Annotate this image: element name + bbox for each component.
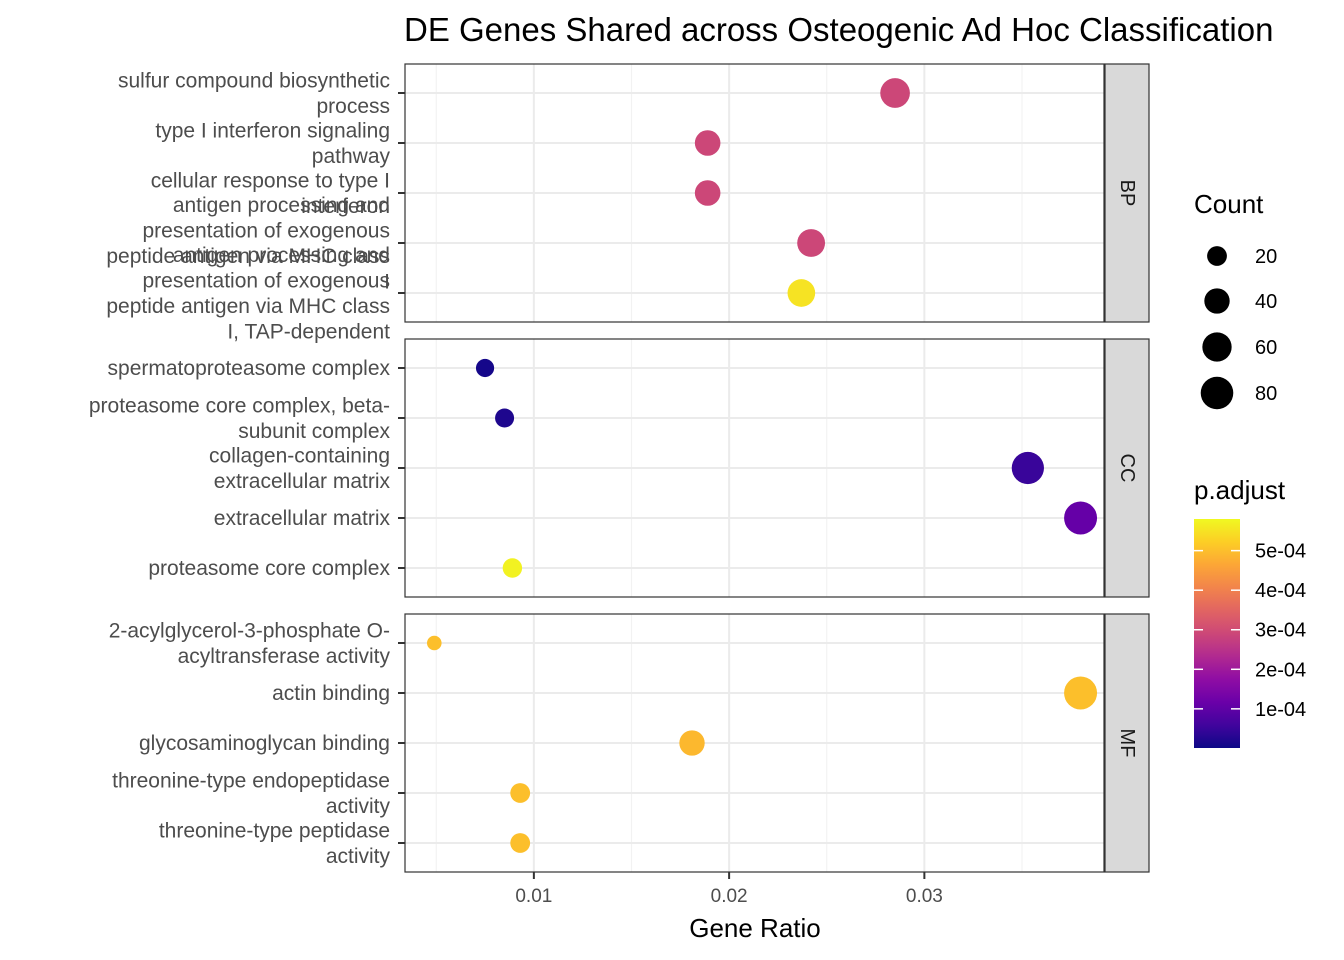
p-adjust-legend-title: p.adjust [1194,475,1286,505]
data-point [1064,676,1098,710]
y-tick-label: collagen-containing extracellular matrix [209,444,390,493]
x-tick-label: 0.02 [711,886,748,907]
facet-panels: BP sulfur compound biosynthetic processtyp… [89,63,1150,873]
facet-strip-label: BP [1116,180,1138,207]
y-tick-label: proteasome core complex, beta-subunit co… [89,394,391,443]
y-tick-label: threonine-type peptidase activity [159,819,391,868]
facet-panel-cc: CC spermatoproteasome complex proteasome c… [89,338,1150,598]
count-legend-label: 80 [1255,383,1277,405]
y-tick-label: actin binding [272,682,390,705]
chart-title: DE Genes Shared across Osteogenic Ad Hoc… [404,11,1273,48]
count-legend-label: 20 [1255,246,1277,268]
x-tick-label: 0.01 [515,886,552,907]
y-tick-label: spermatoproteasome complex [108,357,391,380]
data-point [694,130,721,156]
colorbar-label: 1e-04 [1255,699,1306,721]
facet-panel-mf: MF 2-acylglycerol-3-phosphate O-acyltrans… [109,613,1150,873]
count-legend-label: 60 [1255,337,1277,359]
data-point [510,833,531,853]
y-tick-label: sulfur compound biosynthetic process [118,69,390,118]
count-legend-key [1204,288,1230,314]
colorbar-label: 2e-04 [1255,659,1306,681]
facet-strip [1104,63,1150,323]
facet-strip-label: MF [1116,729,1138,758]
data-point [1011,451,1044,485]
data-point [502,558,523,578]
count-legend: Count 20 40 60 80 [1194,189,1277,410]
count-legend-label: 40 [1255,291,1277,313]
data-point [880,78,910,108]
y-tick-label: proteasome core complex [148,557,390,580]
p-adjust-colorbar [1194,519,1240,748]
data-point [510,783,531,803]
data-point [787,279,816,307]
count-legend-key [1207,246,1227,266]
count-legend-key [1202,332,1232,362]
data-point [797,229,826,257]
data-point [475,358,495,378]
count-legend-title: Count [1194,189,1264,219]
x-tick-label: 0.03 [906,886,943,907]
count-legend-key [1200,376,1234,410]
facet-strip-label: CC [1116,454,1138,483]
x-axis-title: Gene Ratio [689,913,821,943]
x-axis: 0.01 0.02 0.03 [515,872,943,907]
p-adjust-legend: p.adjust 1e-04 2e-04 3e-04 4e-04 5e-04 [1194,475,1306,748]
data-point [679,730,705,756]
facet-strip [1104,338,1150,598]
colorbar-label: 3e-04 [1255,620,1306,642]
data-point [495,408,515,428]
y-tick-label: antigen processing and presentation of ex… [106,244,390,344]
facet-strip [1104,613,1150,873]
data-point [426,635,442,651]
colorbar-label: 4e-04 [1255,580,1306,602]
y-tick-label: 2-acylglycerol-3-phosphate O-acyltransfe… [109,619,391,668]
colorbar-label: 5e-04 [1255,541,1306,563]
y-tick-label: extracellular matrix [214,507,391,530]
y-tick-label: type I interferon signaling pathway [155,119,390,168]
y-tick-label: antigen processing and presentation of ex… [106,194,390,294]
y-tick-label: threonine-type endopeptidase activity [112,769,390,818]
data-point [694,180,721,206]
facet-panel-bp: BP sulfur compound biosynthetic processtyp… [106,63,1150,344]
data-point [1064,501,1098,535]
y-tick-label: glycosaminoglycan binding [139,732,390,755]
